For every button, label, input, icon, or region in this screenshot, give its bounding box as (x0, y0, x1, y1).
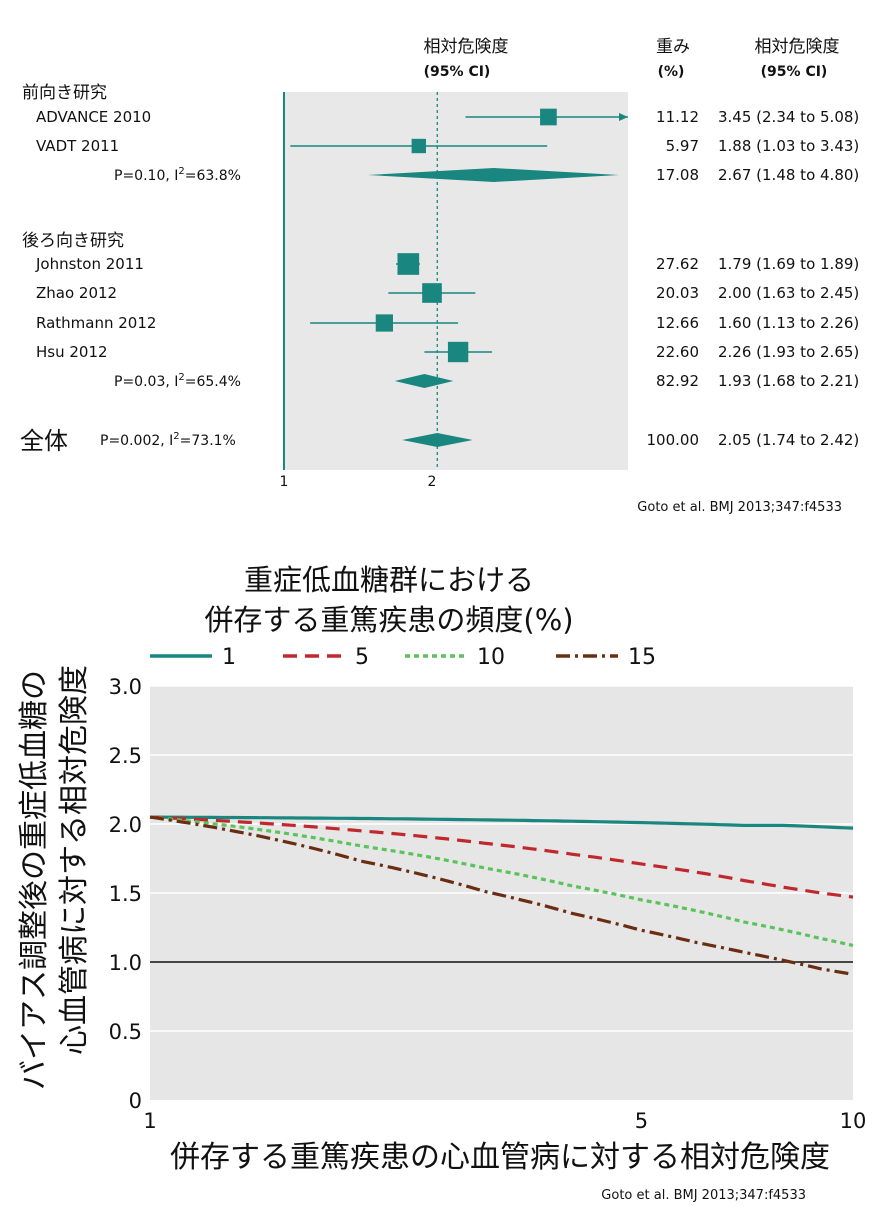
forest-study-marker (540, 108, 557, 126)
forest-study-weight: 27.62 (656, 255, 699, 273)
forest-study-name: ADVANCE 2010 (36, 108, 151, 126)
line-y-tick-label: 2.5 (109, 744, 142, 768)
forest-study-ci-text: 1.79 (1.69 to 1.89) (718, 255, 859, 273)
forest-study-weight: 12.66 (656, 314, 699, 332)
forest-x-tick-label: 2 (428, 474, 437, 490)
forest-study-ci-text: 2.26 (1.93 to 2.65) (718, 343, 859, 361)
line-series-5 (149, 815, 854, 899)
forest-study-weight: 20.03 (656, 284, 699, 302)
forest-group-heterogeneity: P=0.03, I2=65.4% (114, 372, 241, 390)
forest-study-marker (447, 341, 469, 363)
forest-group-summary-weight: 17.08 (656, 166, 699, 184)
forest-overall-weight: 100.00 (647, 431, 700, 449)
forest-group-summary-diamond (367, 168, 619, 182)
forest-group-label-0: 前向き研究 (22, 83, 107, 103)
line-series-15 (149, 815, 854, 976)
forest-study-ci-text: 3.45 (2.34 to 5.08) (718, 108, 859, 126)
forest-study-name: Rathmann 2012 (36, 314, 156, 332)
legend-label: 10 (477, 645, 505, 670)
forest-x-tick-label: 1 (280, 474, 289, 490)
forest-header-rr-title: 相対危険度 (755, 37, 840, 57)
forest-group-heterogeneity: P=0.10, I2=63.8% (114, 166, 241, 184)
forest-study-name: Hsu 2012 (36, 343, 108, 361)
forest-study-ci-text: 1.60 (1.13 to 2.26) (718, 314, 859, 332)
forest-study-name: Johnston 2011 (35, 255, 144, 273)
legend-label: 15 (628, 645, 656, 670)
line-citation: Goto et al. BMJ 2013;347:f4533 (601, 1188, 806, 1203)
forest-study-name: Zhao 2012 (36, 284, 117, 302)
forest-study-weight: 5.97 (666, 137, 699, 155)
forest-header-effect-title: 相対危険度 (424, 37, 509, 57)
forest-group-summary-ci-text: 2.67 (1.48 to 4.80) (718, 166, 859, 184)
forest-overall-label: 全体 (20, 427, 68, 455)
line-title-line2: 併存する重篤疾患の頻度(%) (204, 603, 573, 637)
forest-header-effect-ci: (95% CI) (424, 64, 491, 80)
line-y-tick-label: 2.0 (109, 813, 142, 837)
forest-group-summary-diamond (394, 374, 454, 388)
forest-study-ci-text: 2.00 (1.63 to 2.45) (718, 284, 859, 302)
forest-study-name: VADT 2011 (36, 137, 119, 155)
forest-header-rr-ci: (95% CI) (761, 64, 828, 80)
forest-study-ci-text: 1.88 (1.03 to 3.43) (718, 137, 859, 155)
forest-group-label-1: 後ろ向き研究 (22, 231, 124, 251)
forest-panel (283, 92, 628, 470)
line-y-tick-label: 3.0 (109, 675, 142, 699)
forest-overall-ci-text: 2.05 (1.74 to 2.42) (718, 431, 859, 449)
legend-label: 5 (355, 645, 369, 670)
forest-header-weight-title: 重み (656, 37, 690, 57)
line-x-tick-label: 10 (840, 1109, 867, 1133)
forest-overall-diamond (402, 433, 473, 447)
line-x-label: 併存する重篤疾患の心血管病に対する相対危険度 (170, 1140, 830, 1175)
legend-label: 1 (222, 645, 236, 670)
line-y-tick-label: 0 (129, 1089, 142, 1113)
forest-group-summary-ci-text: 1.93 (1.68 to 2.21) (718, 372, 859, 390)
line-series-1 (150, 815, 854, 830)
forest-study-marker (397, 253, 420, 275)
line-y-label-line1: バイアス調整後の重症低血糖の (17, 670, 52, 1090)
forest-overall-heterogeneity: P=0.002, I2=73.1% (100, 431, 236, 449)
forest-group-summary-weight: 82.92 (656, 372, 699, 390)
forest-study-marker (375, 314, 393, 332)
forest-study-ci-arrow (619, 113, 628, 121)
line-y-label-line2: 心血管病に対する相対危険度 (57, 665, 92, 1055)
forest-study-marker (422, 283, 442, 303)
line-title-line1: 重症低血糖群における (244, 563, 534, 597)
line-series-10 (149, 815, 854, 947)
forest-study-weight: 22.60 (656, 343, 699, 361)
forest-study-marker (411, 138, 426, 154)
line-y-tick-label: 0.5 (109, 1020, 142, 1044)
line-y-tick-label: 1.0 (109, 951, 142, 975)
line-y-tick-label: 1.5 (109, 882, 142, 906)
line-x-tick-label: 5 (635, 1109, 648, 1133)
forest-header-weight-unit: (%) (658, 64, 685, 80)
line-x-tick-label: 1 (143, 1109, 156, 1133)
forest-citation: Goto et al. BMJ 2013;347:f4533 (637, 500, 842, 515)
forest-study-weight: 11.12 (656, 108, 699, 126)
